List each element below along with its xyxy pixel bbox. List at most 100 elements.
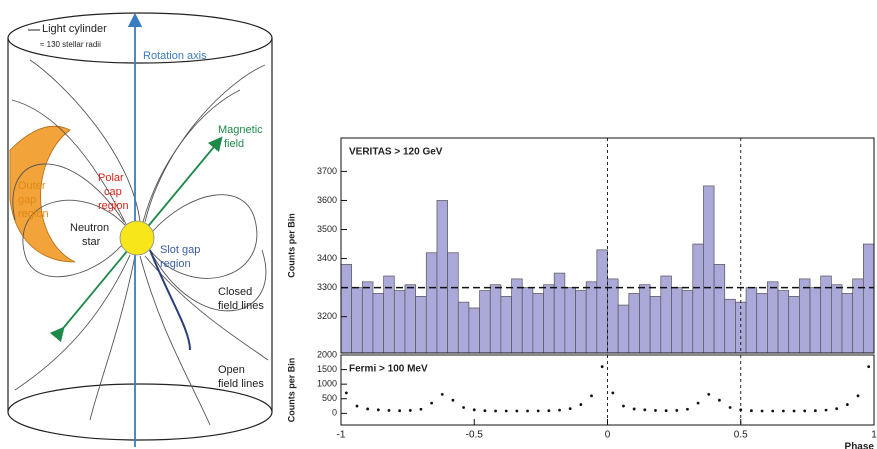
point	[504, 409, 508, 413]
y-tick-label: 3200	[317, 311, 337, 321]
point	[675, 409, 679, 412]
bar	[500, 295, 512, 354]
point	[611, 391, 615, 395]
label: Rotation axis	[143, 50, 207, 62]
point	[472, 408, 476, 412]
label: field lines	[218, 378, 264, 390]
bar	[735, 301, 747, 354]
point	[387, 409, 391, 412]
label: Outer	[18, 180, 46, 192]
pulsar-diagram: Light cylinder ≈ 130 stellar radii Rotat…	[7, 12, 273, 447]
bar	[425, 252, 438, 354]
bar	[532, 293, 544, 354]
x-tick-label: -1	[337, 430, 346, 441]
point	[718, 398, 721, 402]
point	[366, 407, 370, 411]
bar	[841, 293, 854, 354]
bar	[436, 200, 448, 354]
magnetic-axis	[49, 249, 129, 343]
point	[408, 409, 412, 412]
label: star	[82, 236, 101, 248]
y-tick-label: 500	[322, 393, 337, 403]
point	[696, 401, 700, 405]
point	[547, 409, 551, 413]
bar	[553, 272, 566, 354]
bar	[361, 281, 374, 354]
point	[483, 409, 487, 413]
bar	[799, 278, 811, 354]
point	[781, 409, 785, 413]
point	[654, 409, 657, 412]
label: region	[98, 200, 129, 212]
point	[824, 408, 828, 412]
bar	[585, 281, 598, 354]
x-tick-label: -0.5	[466, 430, 484, 441]
bar	[372, 293, 384, 354]
bar	[511, 278, 523, 354]
cylinder-bottom	[7, 383, 273, 441]
bar	[596, 249, 608, 354]
bar	[340, 264, 353, 354]
y-tick-label: 1000	[317, 379, 337, 389]
point	[867, 365, 871, 369]
bar	[745, 287, 758, 354]
bar	[575, 290, 587, 354]
bar	[703, 185, 715, 354]
bar	[457, 301, 470, 354]
label: Magnetic	[218, 124, 263, 136]
label: Slot gap	[160, 244, 200, 256]
label: Light cylinder	[42, 23, 107, 35]
bar	[809, 287, 822, 354]
point	[750, 409, 753, 413]
y-tick-label: 3300	[317, 282, 337, 292]
point	[760, 409, 764, 413]
outer-gap	[9, 125, 76, 263]
x-axis-label: Phase	[845, 442, 875, 449]
bar	[521, 287, 534, 354]
label: ≈ 130 stellar radii	[40, 40, 101, 49]
point	[813, 409, 817, 413]
annotation: Fermi > 100 MeV	[349, 364, 428, 375]
y-tick-label: 3400	[317, 253, 337, 263]
bar	[777, 290, 790, 354]
bar	[415, 295, 427, 354]
label: gap	[18, 194, 36, 206]
point	[462, 406, 465, 409]
label: Closed	[218, 286, 252, 298]
neutron-star	[119, 220, 155, 256]
label: Open	[218, 364, 245, 376]
point	[430, 401, 434, 405]
y-axis-label: Counts per Bin	[286, 358, 296, 423]
bar	[617, 304, 630, 354]
bar	[671, 287, 683, 354]
label: field lines	[218, 300, 264, 312]
point	[376, 408, 380, 412]
bar	[724, 298, 736, 354]
bar	[628, 293, 640, 354]
y-tick-label: 0	[332, 408, 337, 418]
point	[344, 391, 348, 395]
label: cap	[104, 186, 122, 198]
bar	[489, 284, 502, 354]
point	[600, 365, 604, 369]
bar	[767, 281, 779, 354]
bar	[649, 295, 662, 354]
point	[845, 403, 849, 406]
magnetic-axis	[144, 136, 223, 231]
x-tick-label: 1	[871, 430, 877, 441]
point	[440, 392, 444, 396]
panel-frame	[340, 137, 875, 354]
bar	[862, 243, 875, 354]
bar	[351, 287, 363, 354]
bar	[692, 243, 704, 354]
point	[590, 394, 593, 398]
point	[686, 407, 689, 411]
bar	[852, 278, 864, 354]
label: Polar	[98, 172, 124, 184]
point	[664, 409, 668, 413]
point	[515, 409, 519, 413]
point	[771, 409, 775, 413]
slot-gap	[149, 249, 191, 351]
point	[707, 392, 711, 396]
